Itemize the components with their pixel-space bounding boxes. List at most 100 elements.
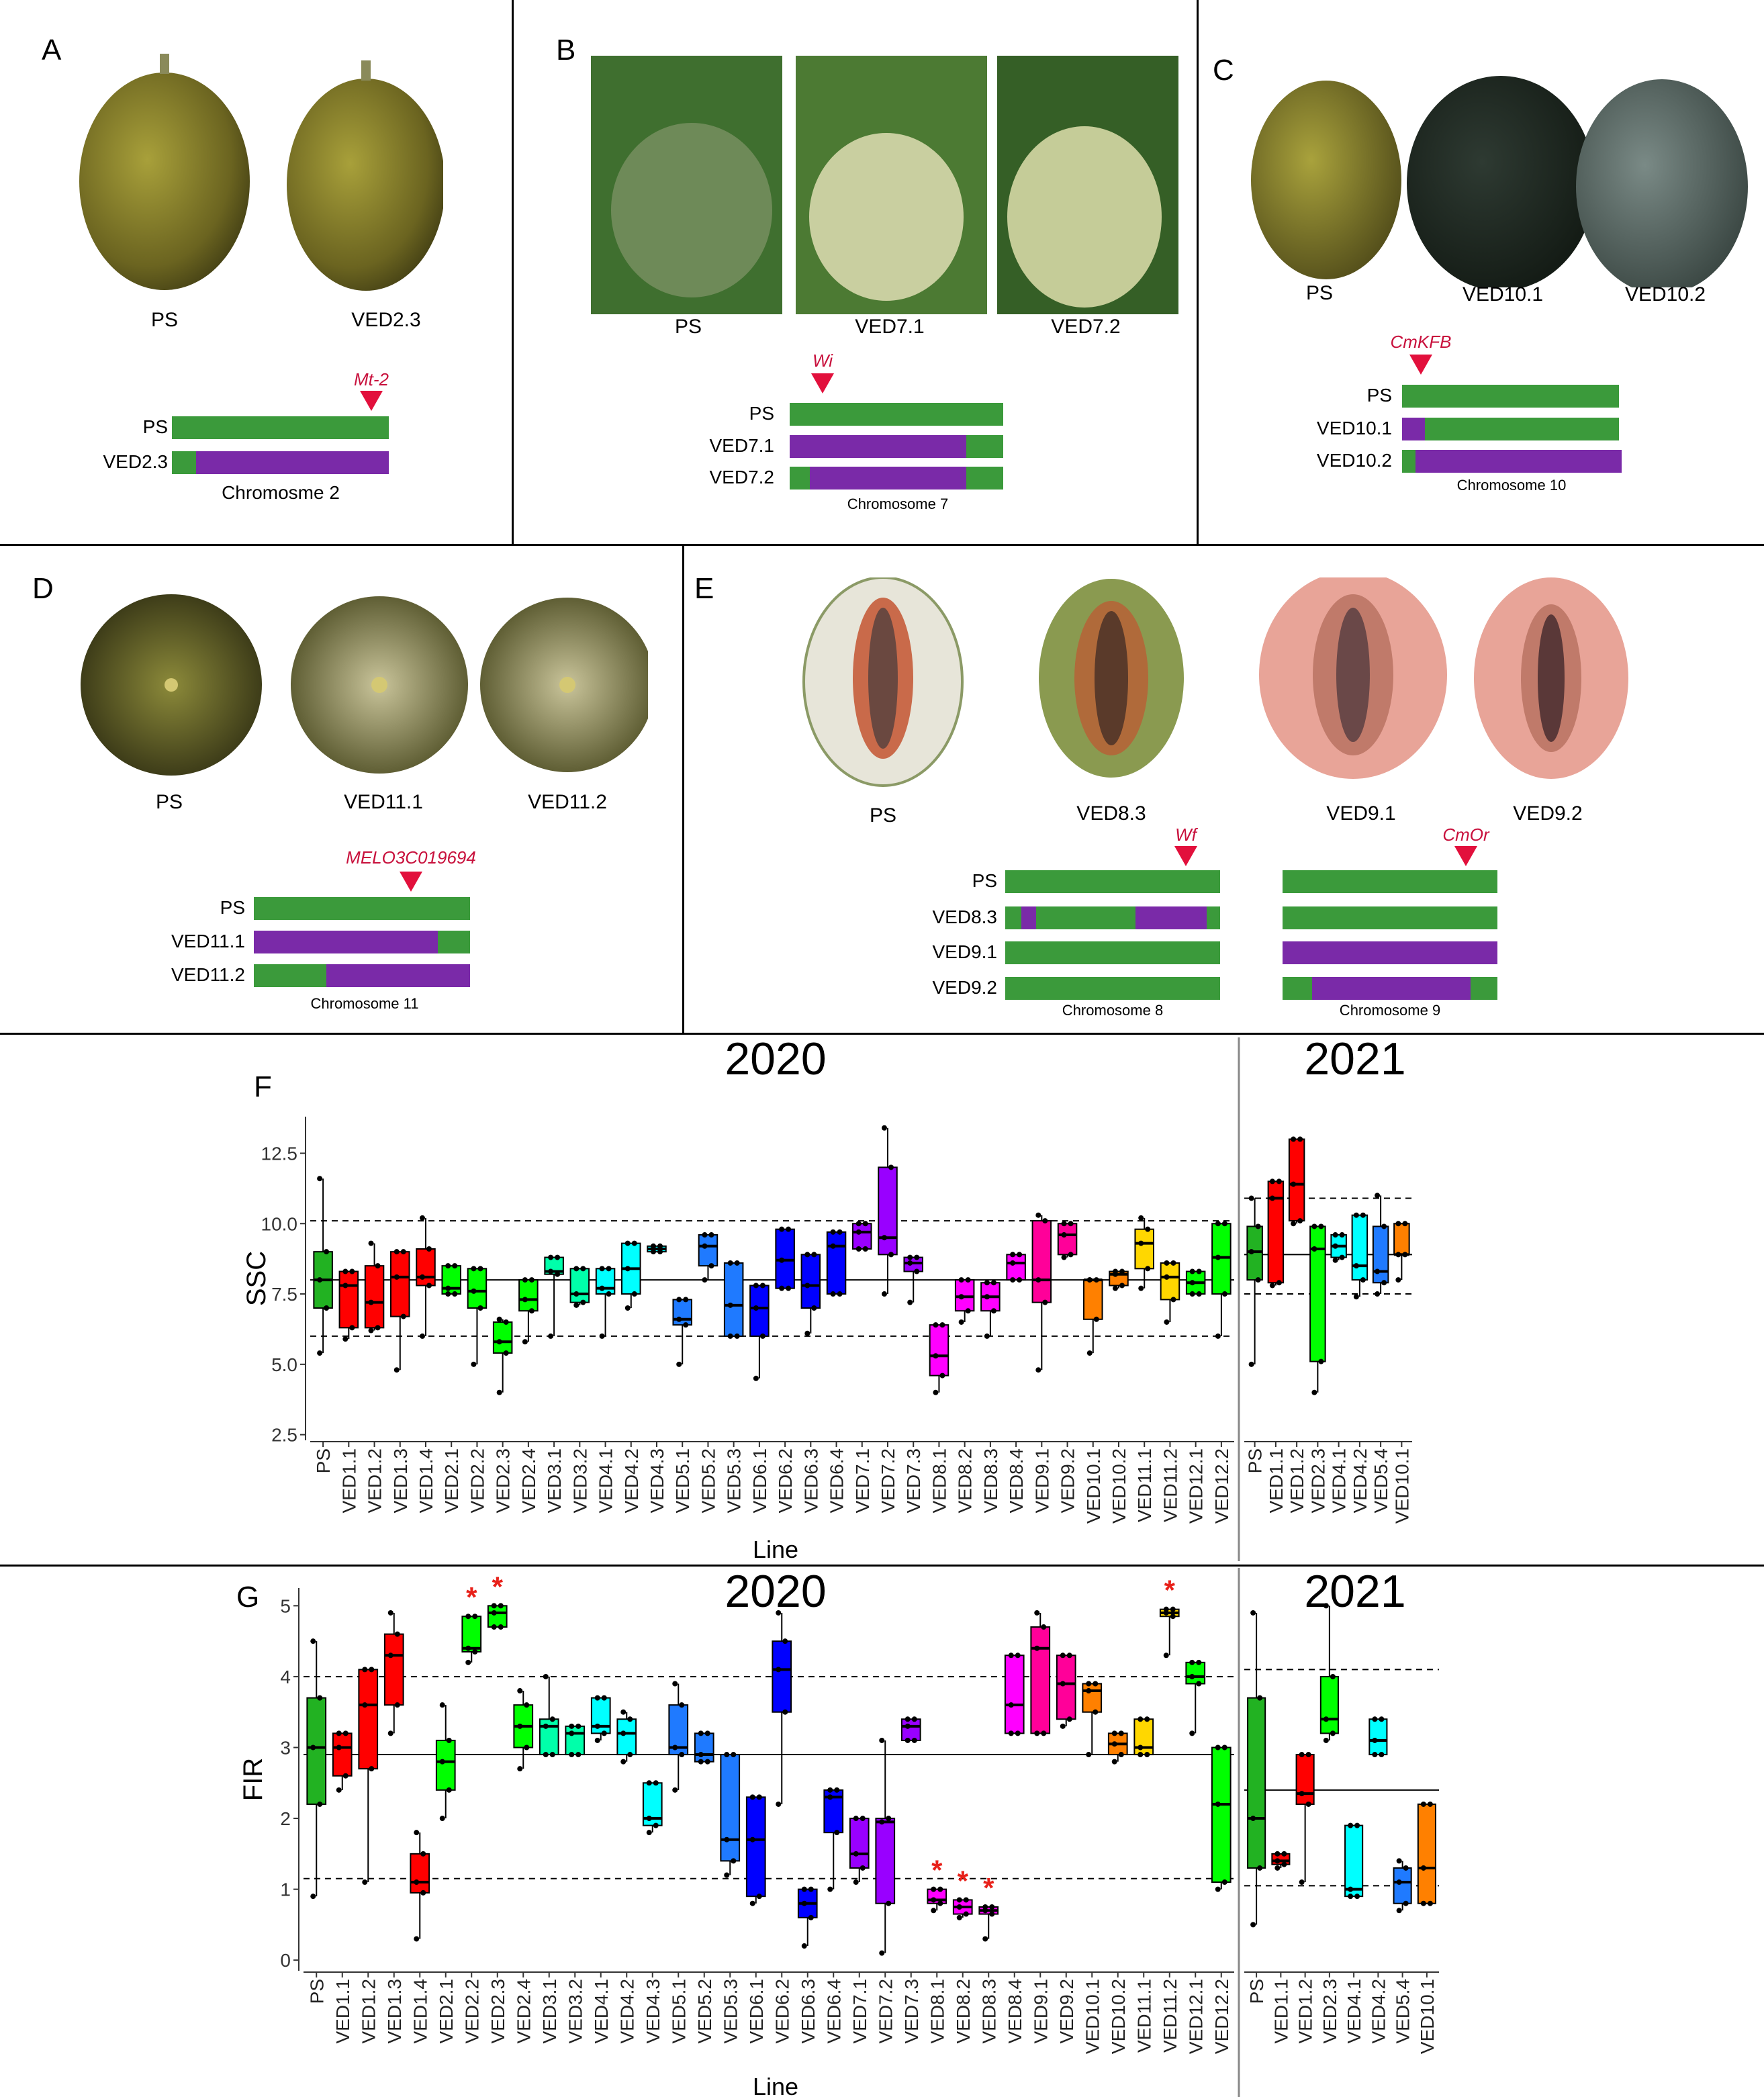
box-VED8.3 [980, 1280, 1001, 1339]
data-point [522, 1297, 528, 1303]
x-tick-label: VED10.1 [1082, 1979, 1103, 2054]
data-point [375, 1263, 381, 1269]
box-VED8.3 [978, 1904, 999, 1942]
data-point [830, 1229, 836, 1235]
row-label: PS [749, 403, 774, 424]
box-body [569, 1268, 590, 1303]
data-point [1311, 1246, 1317, 1252]
data-point [594, 1695, 600, 1701]
data-point [834, 1830, 840, 1836]
x-tick-label: VED8.2 [955, 1448, 976, 1513]
x-tick-label: VED5.1 [668, 1979, 689, 2044]
chromosome8-bar-ved91 [1005, 941, 1220, 964]
data-point [601, 1730, 607, 1736]
data-point [573, 1291, 579, 1297]
gene-marker-icon [360, 391, 383, 411]
data-point [498, 1603, 504, 1609]
chromosome-label: Chromosome 10 [1456, 477, 1567, 494]
data-point [362, 1667, 368, 1673]
chromosome9-bar-ved92 [1283, 977, 1497, 1000]
data-point [1034, 1645, 1040, 1651]
x-tick-label: VED4.1 [596, 1448, 616, 1513]
data-point [937, 1886, 943, 1892]
data-point [439, 1816, 445, 1822]
box-VED8.1 [927, 1886, 947, 1914]
data-point [1372, 1737, 1378, 1743]
box-VED6.4 [823, 1787, 844, 1892]
box-VED11.2 [1159, 1606, 1180, 1659]
box-body [1295, 1754, 1315, 1805]
box-body [1319, 1675, 1339, 1734]
gene-label-mt2: Mt-2 [354, 369, 389, 389]
data-point [1420, 1801, 1426, 1807]
data-point [400, 1249, 406, 1255]
data-point [1381, 1280, 1387, 1286]
data-point [1255, 1223, 1261, 1229]
data-point [1189, 1659, 1195, 1665]
data-point [827, 1794, 833, 1800]
box-body [1134, 1228, 1154, 1270]
data-point [708, 1263, 714, 1269]
data-point [963, 1897, 969, 1903]
data-point [1354, 1822, 1360, 1828]
x-tick-label: VED1.3 [390, 1448, 411, 1513]
box-body [720, 1754, 741, 1862]
fruit-label: VED8.3 [1076, 802, 1146, 825]
box-body [1031, 1220, 1052, 1303]
box-body [435, 1739, 456, 1791]
data-point [1138, 1215, 1144, 1221]
data-point [1113, 1285, 1118, 1291]
x-tick-label: VED10.2 [1109, 1448, 1129, 1524]
y-axis-label: FIR [238, 1758, 268, 1801]
x-tick-label: VED6.2 [772, 1979, 792, 2044]
data-point [543, 1752, 549, 1758]
data-point [1061, 1254, 1067, 1260]
data-point [1119, 1283, 1125, 1289]
data-point [1305, 1801, 1311, 1807]
box-VED4.2 [1351, 1212, 1368, 1300]
data-point [886, 1816, 892, 1822]
box-VED11.2 [1160, 1260, 1180, 1325]
data-point [1170, 1297, 1176, 1303]
data-point [580, 1299, 586, 1305]
box-body [1082, 1683, 1103, 1713]
data-point [853, 1816, 859, 1822]
gene-marker-icon [1454, 846, 1477, 866]
data-point [362, 1879, 368, 1885]
data-point [989, 1911, 995, 1917]
data-point [503, 1350, 509, 1356]
data-point [939, 1372, 945, 1379]
x-tick-label: VED4.2 [621, 1448, 642, 1513]
x-tick-label: VED3.1 [539, 1979, 560, 2044]
x-tick-label: VED8.4 [1005, 1979, 1025, 2044]
data-point [956, 1914, 962, 1920]
data-point [1299, 1752, 1305, 1758]
x-tick-label: VED3.2 [569, 1448, 590, 1513]
data-point [471, 1266, 477, 1272]
data-point [1061, 1221, 1067, 1227]
x-tick-label: VED4.3 [643, 1979, 663, 2044]
data-point [387, 1610, 393, 1616]
box-body [1351, 1214, 1368, 1281]
box-VED4.1 [1330, 1232, 1347, 1263]
data-point [855, 1221, 862, 1227]
data-point [651, 1243, 656, 1249]
box-body [929, 1324, 949, 1377]
x-tick-label: VED12.1 [1186, 1448, 1207, 1524]
box-VED4.3 [642, 1780, 663, 1836]
data-point [1427, 1900, 1433, 1906]
data-point [1060, 1681, 1066, 1687]
data-point [914, 1268, 920, 1274]
box-VED2.3 [1319, 1603, 1339, 1743]
x-tick-label: VED8.1 [929, 1448, 949, 1513]
x-tick-label: VED5.2 [694, 1979, 715, 2044]
chromosome-bar-ved111 [254, 931, 470, 953]
data-point [855, 1229, 862, 1235]
data-point [811, 1305, 817, 1311]
row-label: VED2.3 [103, 451, 169, 472]
data-point [627, 1716, 633, 1722]
data-point [528, 1277, 535, 1283]
data-point [963, 1911, 969, 1917]
fruit-label: VED11.1 [344, 791, 423, 813]
data-point [1060, 1652, 1066, 1659]
